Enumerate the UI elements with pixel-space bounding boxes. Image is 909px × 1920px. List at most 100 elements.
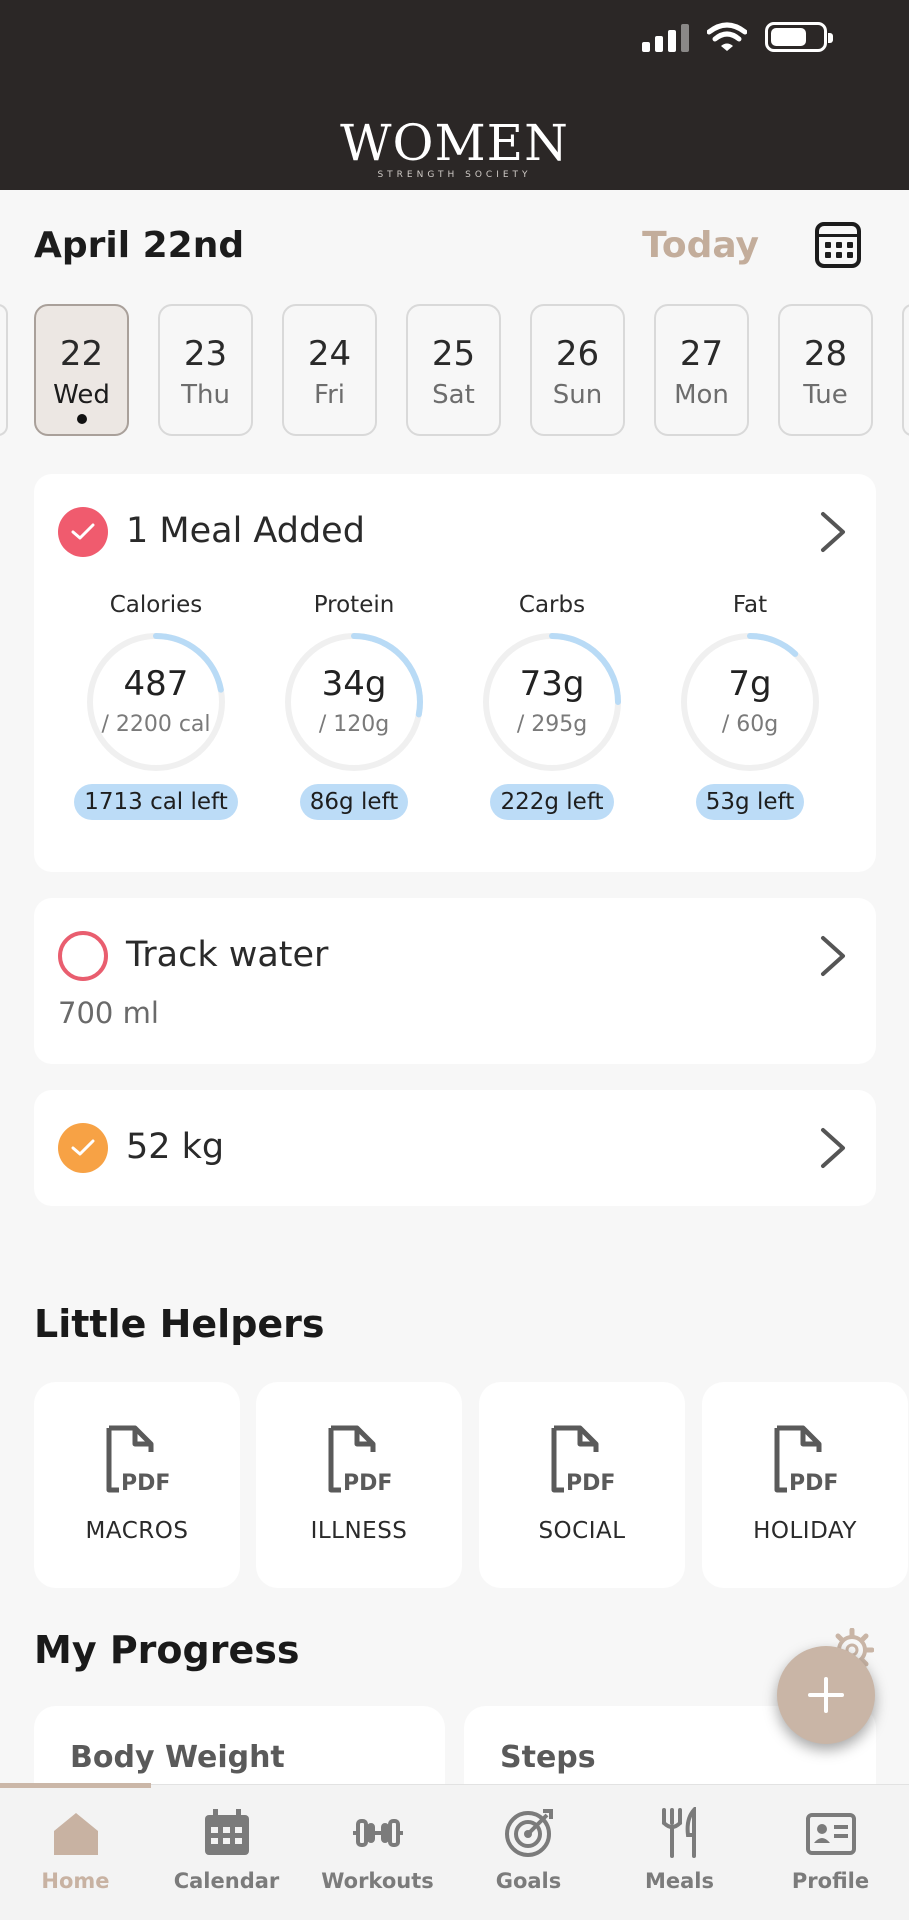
day-chip-previous[interactable] — [0, 304, 8, 436]
macro-name: Carbs — [518, 592, 586, 618]
helper-social[interactable]: PDF SOCIAL — [479, 1382, 685, 1588]
helpers-row: PDF MACROS PDF ILLNESS PDF SOCIAL PDF HO… — [34, 1382, 909, 1588]
wifi-icon — [707, 22, 747, 51]
day-chip[interactable]: 25 Sat — [406, 304, 501, 436]
tab-profile[interactable]: Profile — [755, 1795, 906, 1915]
helper-illness[interactable]: PDF ILLNESS — [256, 1382, 462, 1588]
tab-calendar[interactable]: Calendar — [151, 1795, 302, 1915]
svg-text:PDF: PDF — [121, 1471, 170, 1496]
macro-value: 487 — [123, 664, 189, 704]
progress-card-title: Steps — [500, 1740, 596, 1775]
day-number: 25 — [431, 334, 476, 374]
progress-card-title: Body Weight — [70, 1740, 285, 1775]
check-icon — [58, 1123, 108, 1173]
macro-name: Fat — [732, 592, 768, 618]
progress-ring: 7g / 60g — [678, 630, 822, 774]
tab-label: Meals — [644, 1869, 714, 1893]
calendar-icon — [205, 1809, 249, 1855]
macro-remaining-badge: 222g left — [490, 784, 614, 820]
tab-workouts[interactable]: Workouts — [302, 1795, 453, 1915]
water-card-title: Track water — [126, 935, 329, 975]
status-bar — [642, 22, 833, 52]
weight-value: 52 kg — [126, 1127, 225, 1167]
macro-target: / 120g — [318, 712, 390, 737]
day-number: 26 — [555, 334, 600, 374]
svg-text:PDF: PDF — [789, 1471, 838, 1496]
macro-value: 34g — [321, 664, 387, 704]
selected-date-title: April 22nd — [34, 225, 245, 266]
day-weekday: Fri — [314, 380, 345, 410]
water-amount: 700 ml — [58, 996, 159, 1030]
helpers-title: Little Helpers — [34, 1302, 325, 1346]
day-number: 24 — [307, 334, 352, 374]
svg-text:PDF: PDF — [343, 1471, 392, 1496]
dumbbell-icon — [353, 1819, 403, 1847]
water-card[interactable]: Track water 700 ml — [34, 898, 876, 1064]
macro-target: / 60g — [721, 712, 779, 737]
macro-remaining-badge: 86g left — [299, 784, 409, 820]
day-chip[interactable]: 27 Mon — [654, 304, 749, 436]
day-chip[interactable]: 28 Tue — [778, 304, 873, 436]
tab-home[interactable]: Home — [0, 1795, 151, 1915]
helper-label: SOCIAL — [538, 1518, 626, 1544]
day-weekday: Wed — [53, 380, 110, 410]
pdf-file-icon: PDF — [328, 1425, 392, 1496]
day-number: 22 — [59, 334, 104, 374]
macro-target: / 2200 cal — [101, 712, 211, 737]
battery-icon — [765, 22, 833, 52]
day-weekday: Sun — [552, 380, 603, 410]
helper-label: ILLNESS — [310, 1518, 408, 1544]
meal-summary-card[interactable]: 1 Meal Added Calories 487 / 2200 cal 171… — [34, 474, 876, 872]
macro-name: Protein — [313, 592, 395, 618]
macro-fat: Fat 7g / 60g 53g left — [651, 592, 849, 820]
add-entry-button[interactable] — [777, 1646, 875, 1744]
day-strip: 22 Wed 23 Thu 24 Fri 25 Sat 26 Sun 27 Mo… — [0, 304, 909, 436]
day-chip[interactable]: 26 Sun — [530, 304, 625, 436]
circle-outline-icon — [58, 931, 108, 981]
svg-text:PDF: PDF — [566, 1471, 615, 1496]
check-icon — [58, 507, 108, 557]
day-chip-next[interactable] — [902, 304, 909, 436]
progress-title: My Progress — [34, 1628, 300, 1672]
id-card-icon — [806, 1813, 856, 1855]
logo-wordmark: WOMEN — [340, 114, 569, 172]
macro-target: / 295g — [516, 712, 588, 737]
bottom-tab-bar: Home Calendar Workouts Goals Meals Profi… — [0, 1783, 909, 1920]
helper-macros[interactable]: PDF MACROS — [34, 1382, 240, 1588]
entry-dot-icon — [77, 414, 87, 424]
tab-meals[interactable]: Meals — [604, 1795, 755, 1915]
day-chip[interactable]: 23 Thu — [158, 304, 253, 436]
day-number: 27 — [679, 334, 724, 374]
day-chip[interactable]: 24 Fri — [282, 304, 377, 436]
helper-label: HOLIDAY — [753, 1518, 857, 1544]
tab-label: Home — [41, 1869, 110, 1893]
tab-label: Workouts — [321, 1869, 434, 1893]
macro-rings: Calories 487 / 2200 cal 1713 cal left Pr… — [34, 592, 876, 822]
chevron-right-icon[interactable] — [818, 934, 848, 978]
progress-ring: 34g / 120g — [282, 630, 426, 774]
weight-card[interactable]: 52 kg — [34, 1090, 876, 1206]
macro-carbs: Carbs 73g / 295g 222g left — [453, 592, 651, 820]
meal-card-title: 1 Meal Added — [126, 511, 365, 551]
tab-goals[interactable]: Goals — [453, 1795, 604, 1915]
chevron-right-icon[interactable] — [818, 1126, 848, 1170]
logo-tagline: STRENGTH SOCIETY — [377, 170, 532, 180]
calendar-picker-icon[interactable] — [815, 222, 861, 268]
signal-icon — [642, 22, 689, 52]
helper-label: MACROS — [85, 1518, 189, 1544]
macro-remaining-badge: 1713 cal left — [74, 784, 238, 820]
day-chip-selected[interactable]: 22 Wed — [34, 304, 129, 436]
chevron-right-icon[interactable] — [818, 510, 848, 554]
day-weekday: Mon — [674, 380, 729, 410]
home-icon — [54, 1813, 98, 1855]
macro-name: Calories — [109, 592, 203, 618]
tab-label: Goals — [495, 1869, 562, 1893]
today-button[interactable]: Today — [642, 225, 759, 266]
target-icon — [505, 1809, 553, 1857]
macro-protein: Protein 34g / 120g 86g left — [255, 592, 453, 820]
macro-value: 7g — [728, 664, 772, 704]
day-weekday: Sat — [432, 380, 475, 410]
macro-remaining-badge: 53g left — [695, 784, 805, 820]
app-header: WOMEN STRENGTH SOCIETY — [0, 0, 909, 190]
helper-holiday[interactable]: PDF HOLIDAY — [702, 1382, 908, 1588]
